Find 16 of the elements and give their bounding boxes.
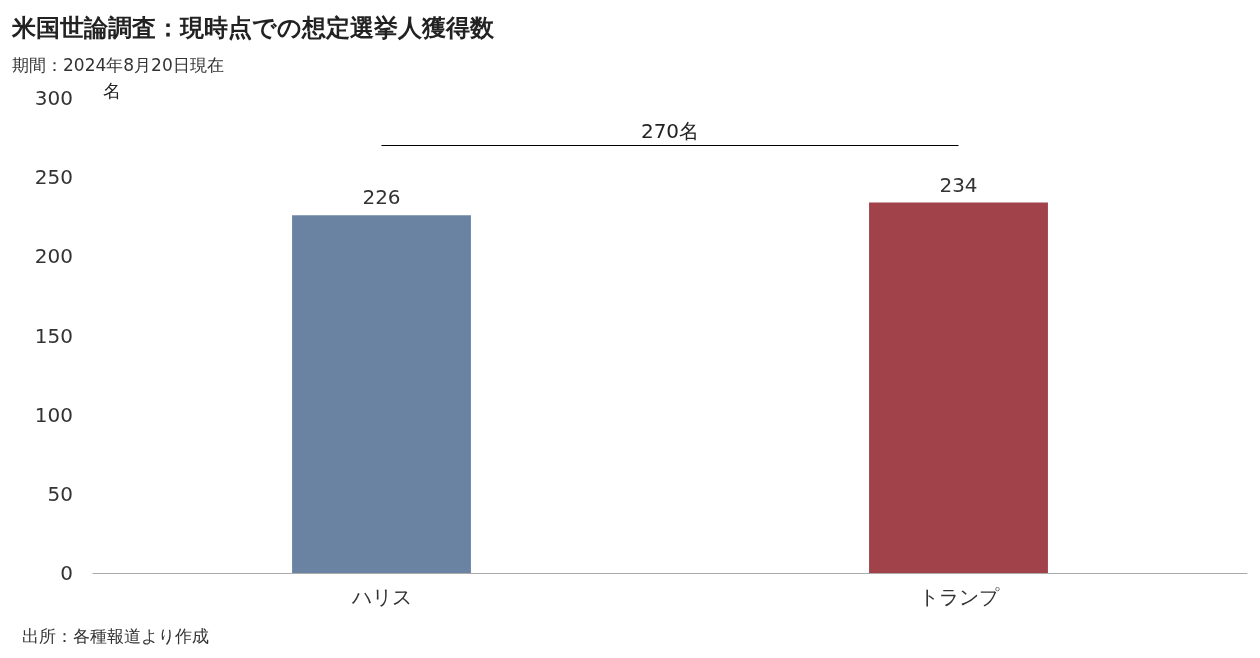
chart-title: 米国世論調査：現時点での想定選挙人獲得数 xyxy=(11,14,495,42)
data-label: 226 xyxy=(362,185,401,210)
data-label: 234 xyxy=(939,172,978,197)
y-axis-title: 名 xyxy=(103,79,121,101)
y-tick-label: 50 xyxy=(47,481,73,506)
chart-subtitle: 期間：2024年8月20日現在 xyxy=(12,54,224,75)
x-tick-label: ハリス xyxy=(350,585,412,609)
ref-line-label: 270名 xyxy=(640,118,700,143)
y-tick-label: 250 xyxy=(34,165,73,190)
x-tick-label: トランプ xyxy=(918,585,1000,609)
y-tick-label: 200 xyxy=(34,244,73,269)
y-tick-label: 150 xyxy=(34,323,73,348)
text: 出所：各種報道より作成 xyxy=(22,625,209,646)
y-tick-label: 100 xyxy=(34,402,73,427)
y-tick-label: 0 xyxy=(60,561,73,585)
y-tick-label: 300 xyxy=(34,86,73,110)
